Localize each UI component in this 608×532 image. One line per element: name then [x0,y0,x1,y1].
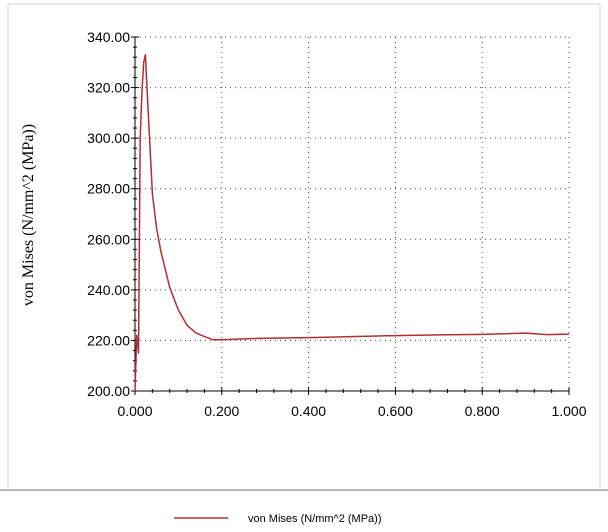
gridlines [135,36,570,391]
x-tick-labels: 0.000 0.200 0.400 0.600 0.800 1.000 [117,403,586,419]
y-tick-label: 220.00 [87,332,130,348]
axes [134,37,569,392]
y-axis-title: von Mises (N/mm^2 (MPa)) [20,124,37,306]
x-tick-label: 0.200 [204,403,239,419]
y-tick-label: 260.00 [87,231,130,247]
legend-label: von Mises (N/mm^2 (MPa)) [248,513,382,525]
x-tick-label: 0.800 [465,403,500,419]
y-tick-label: 340.00 [87,29,130,45]
y-tick-label: 200.00 [87,383,130,399]
series-layer [134,53,570,392]
legend: von Mises (N/mm^2 (MPa)) [174,513,382,525]
y-tick-label: 240.00 [87,282,130,298]
y-tick-label: 280.00 [87,181,130,197]
y-tick-label: 320.00 [87,80,130,96]
x-tick-label: 0.600 [378,403,413,419]
y-tick-labels: 200.00 220.00 240.00 260.00 280.00 300.00 320.… [87,29,130,399]
x-tick-label: 1.000 [551,403,586,419]
x-tick-label: 0.400 [291,403,326,419]
series-line [134,53,570,392]
y-tick-label: 300.00 [87,130,130,146]
x-tick-label: 0.000 [117,403,152,419]
